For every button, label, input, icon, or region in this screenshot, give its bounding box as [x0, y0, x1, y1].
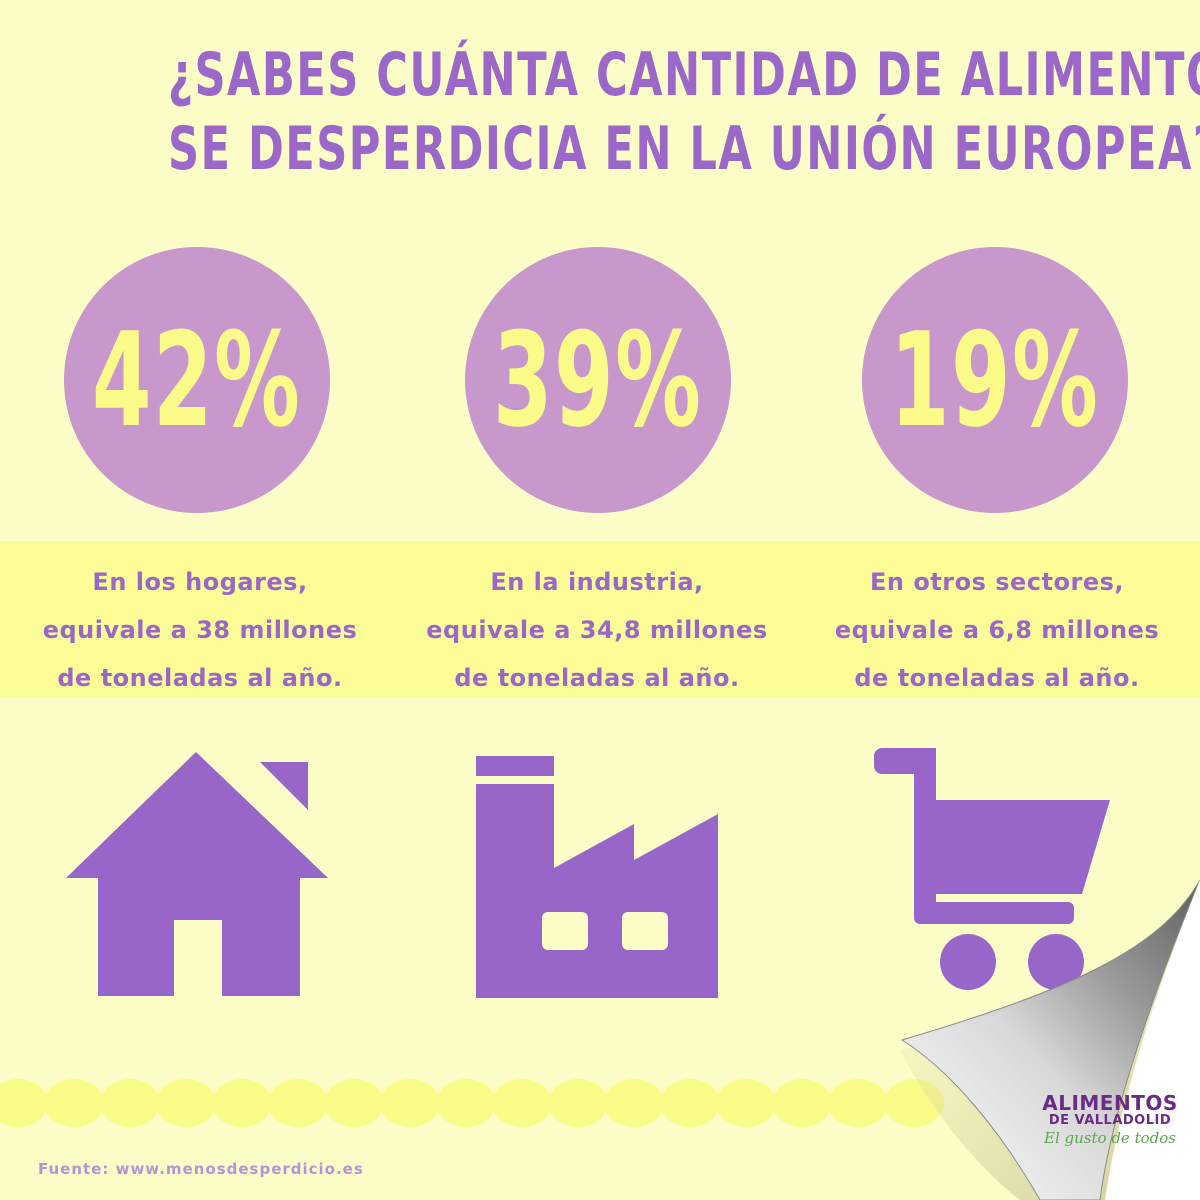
stat-circle-households: 42%	[64, 247, 330, 513]
stat-caption-other: En otros sectores, equivale a 6,8 millon…	[797, 558, 1197, 702]
title-line-2: SE DESPERDICIA EN LA UNIÓN EUROPEA?	[167, 114, 1200, 184]
brand-logo: ALIMENTOS DE VALLADOLID El gusto de todo…	[1030, 1092, 1190, 1192]
stat-percent-other: 19%	[890, 304, 1100, 456]
source-text: Fuente: www.menosdesperdicio.es	[38, 1160, 364, 1178]
stat-circle-other: 19%	[862, 247, 1128, 513]
caption-line: de toneladas al año.	[454, 664, 740, 692]
logo-tagline: El gusto de todos	[1044, 1129, 1176, 1147]
page-title: ¿SABES CUÁNTA CANTIDAD DE ALIMENTOS SE D…	[0, 38, 1200, 186]
caption-band	[0, 541, 1200, 698]
title-line-1: ¿SABES CUÁNTA CANTIDAD DE ALIMENTOS	[167, 40, 1200, 110]
page-curl	[900, 880, 1200, 1200]
caption-line: equivale a 6,8 millones	[834, 616, 1160, 644]
house-icon	[66, 752, 328, 996]
factory-icon	[476, 756, 718, 998]
logo-line-2: DE VALLADOLID	[1048, 1113, 1172, 1128]
caption-line: de toneladas al año.	[57, 664, 343, 692]
caption-line: de toneladas al año.	[854, 664, 1140, 692]
stat-percent-households: 42%	[92, 304, 302, 456]
stat-percent-industry: 39%	[493, 304, 703, 456]
logo-line-1: ALIMENTOS	[1042, 1091, 1178, 1115]
shopping-cart-icon	[874, 748, 1110, 990]
caption-line: En los hogares,	[92, 568, 308, 596]
stat-circle-industry: 39%	[465, 247, 731, 513]
caption-line: equivale a 38 millones	[42, 616, 358, 644]
caption-line: En la industria,	[490, 568, 704, 596]
caption-line: En otros sectores,	[869, 568, 1125, 596]
caption-line: equivale a 34,8 millones	[426, 616, 768, 644]
dotted-divider	[0, 1079, 944, 1127]
stat-caption-households: En los hogares, equivale a 38 millones d…	[0, 558, 400, 702]
stat-caption-industry: En la industria, equivale a 34,8 millone…	[397, 558, 797, 702]
